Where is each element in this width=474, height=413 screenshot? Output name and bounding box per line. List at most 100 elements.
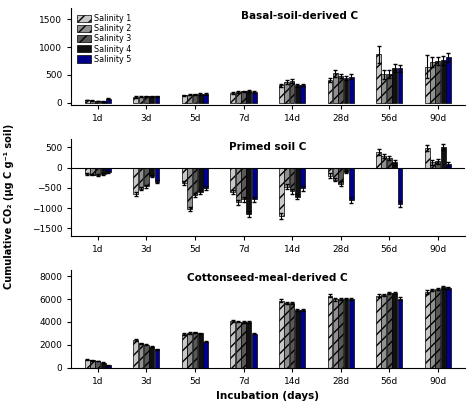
Bar: [301, 310, 305, 368]
Bar: [252, 334, 256, 368]
Bar: [101, 363, 106, 368]
Bar: [376, 55, 381, 102]
Text: Cumulative CO₂ (μg C g⁻¹ soil): Cumulative CO₂ (μg C g⁻¹ soil): [4, 124, 15, 289]
Bar: [138, 97, 144, 102]
Bar: [290, 81, 294, 102]
Bar: [338, 299, 343, 368]
Bar: [246, 322, 251, 368]
Bar: [382, 295, 386, 368]
Bar: [436, 161, 440, 168]
Bar: [398, 168, 402, 204]
Bar: [398, 69, 402, 102]
Bar: [328, 168, 332, 176]
Legend: Salinity 1, Salinity 2, Salinity 3, Salinity 4, Salinity 5: Salinity 1, Salinity 2, Salinity 3, Sali…: [75, 12, 134, 65]
Bar: [144, 168, 149, 186]
Bar: [106, 365, 111, 368]
Bar: [295, 85, 300, 102]
Text: Basal-soil-derived C: Basal-soil-derived C: [241, 11, 358, 21]
Bar: [284, 303, 289, 368]
Bar: [279, 168, 284, 216]
Bar: [230, 168, 235, 192]
Bar: [425, 148, 429, 168]
Bar: [85, 168, 90, 174]
Bar: [382, 74, 386, 102]
Bar: [133, 97, 138, 102]
Bar: [187, 333, 192, 368]
Bar: [198, 333, 203, 368]
Bar: [155, 97, 159, 102]
Bar: [133, 340, 138, 368]
Bar: [430, 162, 435, 168]
Bar: [279, 85, 284, 102]
Bar: [425, 292, 429, 368]
Bar: [290, 168, 294, 191]
Bar: [290, 304, 294, 368]
Bar: [425, 66, 429, 102]
Bar: [236, 322, 241, 368]
Bar: [192, 332, 197, 368]
Bar: [236, 92, 241, 102]
Bar: [349, 299, 354, 368]
Bar: [430, 290, 435, 368]
Bar: [398, 299, 402, 368]
Bar: [85, 360, 90, 368]
Bar: [392, 162, 397, 168]
Bar: [382, 156, 386, 168]
Bar: [295, 310, 300, 368]
Bar: [284, 168, 289, 187]
Bar: [203, 342, 208, 368]
Bar: [441, 147, 446, 168]
Bar: [349, 76, 354, 102]
Bar: [246, 91, 251, 102]
Bar: [436, 289, 440, 368]
Bar: [241, 168, 246, 199]
Bar: [182, 95, 187, 102]
Bar: [252, 168, 256, 199]
Bar: [144, 345, 149, 368]
Bar: [436, 61, 440, 102]
Bar: [187, 168, 192, 209]
Bar: [333, 73, 338, 102]
Bar: [95, 168, 100, 175]
Bar: [106, 99, 111, 102]
Bar: [241, 322, 246, 368]
Bar: [441, 287, 446, 368]
Bar: [446, 288, 451, 368]
Bar: [328, 80, 332, 102]
Bar: [85, 100, 90, 102]
Bar: [182, 334, 187, 368]
Bar: [284, 82, 289, 102]
Bar: [95, 101, 100, 102]
Bar: [203, 168, 208, 188]
Bar: [149, 168, 154, 176]
Bar: [301, 168, 305, 188]
Bar: [387, 158, 392, 168]
Bar: [149, 347, 154, 368]
Bar: [203, 94, 208, 102]
Bar: [344, 78, 348, 102]
Bar: [230, 93, 235, 102]
Text: Primed soil C: Primed soil C: [229, 142, 307, 152]
Bar: [349, 168, 354, 200]
Bar: [446, 57, 451, 102]
Bar: [236, 168, 241, 202]
Bar: [376, 152, 381, 168]
Bar: [95, 361, 100, 368]
Bar: [446, 164, 451, 168]
Bar: [430, 62, 435, 102]
Bar: [133, 168, 138, 194]
Bar: [241, 92, 246, 102]
Bar: [144, 97, 149, 102]
Bar: [387, 293, 392, 368]
Bar: [301, 85, 305, 102]
Bar: [246, 168, 251, 214]
Bar: [279, 301, 284, 368]
Bar: [155, 349, 159, 368]
Bar: [101, 168, 106, 174]
Bar: [344, 299, 348, 368]
Bar: [392, 68, 397, 102]
Bar: [192, 94, 197, 102]
Bar: [198, 168, 203, 192]
Bar: [187, 95, 192, 102]
Bar: [252, 92, 256, 102]
